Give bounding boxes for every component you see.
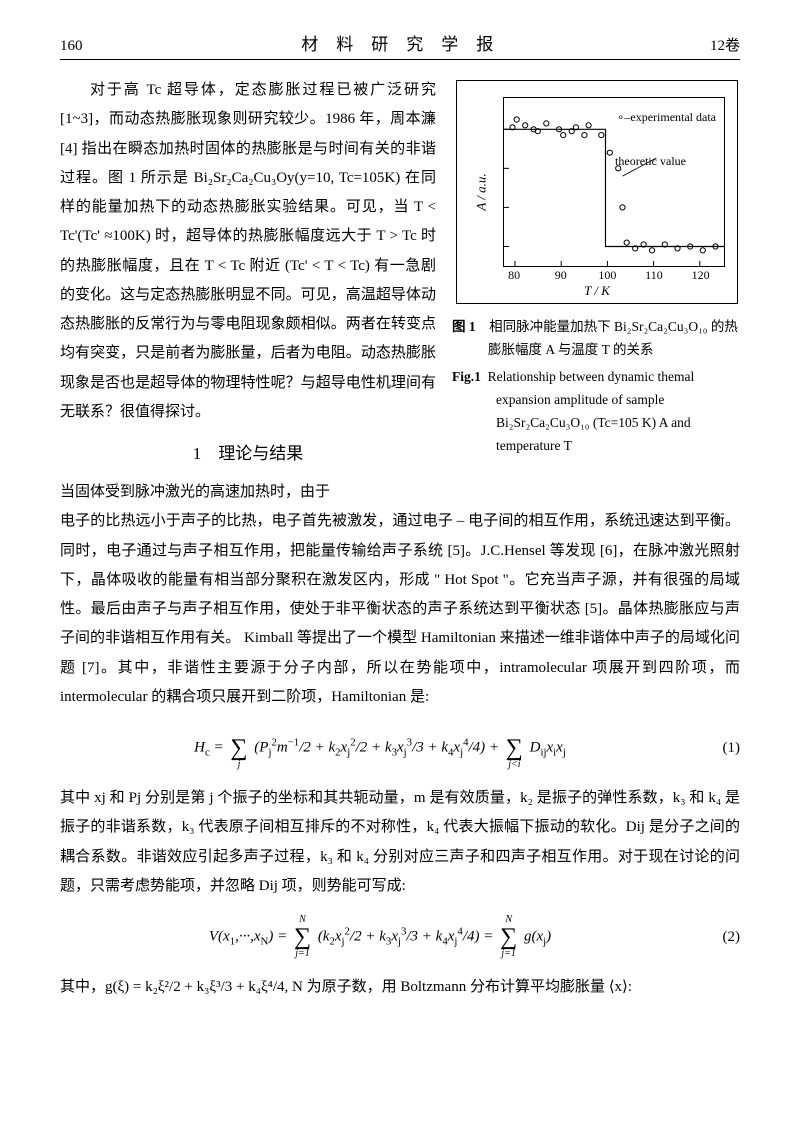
caption-english: Fig.1 Relationship between dynamic thema… [452, 366, 738, 458]
equation-1: Hc = ∑j (Pj2m−1/2 + k2xj2/2 + k3xj3/3 + … [60, 726, 740, 770]
equation-1-number: (1) [700, 740, 740, 757]
equation-2: V(x1,···,xN) = N∑j=1 (k2xj2/2 + k3xj3/3 … [60, 915, 740, 959]
page-number: 160 [60, 38, 83, 55]
paragraph-3: 其中 xj 和 Pj 分别是第 j 个振子的坐标和其共轭动量，m 是有效质量，k… [60, 784, 740, 901]
x-tick-label: 100 [598, 268, 616, 283]
paragraph-2-body: 电子的比热远小于声子的比热，电子首先被激发，通过电子 – 电子间的相互作用，系统… [60, 507, 740, 712]
paragraph-2-lead: 当固体受到脉冲激光的高速加热时，由于 [60, 484, 330, 500]
y-axis-label: A / a.u. [474, 173, 490, 210]
volume-number: 12卷 [710, 34, 740, 55]
figure-caption: 图 1 相同脉冲能量加热下 Bi₂Sr₂Ca₂Cu₃O₁₀ 的热膨胀幅度 A 与… [450, 316, 740, 458]
legend-experimental: ∘–experimental data [617, 110, 716, 125]
caption-en-label: Fig.1 [452, 369, 481, 384]
legend-theoretic: theoretic value [615, 154, 686, 169]
caption-chinese: 图 1 相同脉冲能量加热下 Bi₂Sr₂Ca₂Cu₃O₁₀ 的热膨胀幅度 A 与… [452, 316, 738, 362]
left-text-column: 对于高 Tc 超导体，定态膨胀过程已被广泛研究 [1~3]，而动态热膨胀现象则研… [60, 76, 436, 507]
x-tick-label: 80 [508, 268, 520, 283]
figure-1: A / a.u. T / K ∘–experimental data theor… [456, 80, 738, 304]
section-heading: 1 理论与结果 [60, 437, 436, 470]
x-axis-label: T / K [584, 283, 610, 299]
x-tick-label: 120 [692, 268, 710, 283]
two-column-section: 对于高 Tc 超导体，定态膨胀过程已被广泛研究 [1~3]，而动态热膨胀现象则研… [60, 76, 740, 507]
equation-2-body: V(x1,···,xN) = N∑j=1 (k2xj2/2 + k3xj3/3 … [60, 915, 700, 959]
plot-area: ∘–experimental data theoretic value [503, 97, 725, 267]
right-figure-column: A / a.u. T / K ∘–experimental data theor… [450, 76, 740, 507]
page-header: 160 材料研究学报 12卷 [60, 30, 740, 60]
page: 160 材料研究学报 12卷 对于高 Tc 超导体，定态膨胀过程已被广泛研究 [… [0, 0, 800, 1133]
caption-cn-text: 相同脉冲能量加热下 Bi₂Sr₂Ca₂Cu₃O₁₀ 的热膨胀幅度 A 与温度 T… [488, 319, 738, 357]
equation-1-body: Hc = ∑j (Pj2m−1/2 + k2xj2/2 + k3xj3/3 + … [60, 726, 700, 770]
caption-cn-label: 图 1 [452, 319, 476, 334]
paragraph-4: 其中，g(ξ) = k₂ξ²/2 + k₃ξ³/3 + k₄ξ⁴/4, N 为原… [60, 973, 740, 1002]
paragraph-1: 对于高 Tc 超导体，定态膨胀过程已被广泛研究 [1~3]，而动态热膨胀现象则研… [60, 82, 436, 420]
equation-2-number: (2) [700, 929, 740, 946]
x-tick-label: 110 [645, 268, 663, 283]
caption-en-text: Relationship between dynamic themal expa… [488, 369, 695, 453]
journal-title: 材料研究学报 [281, 30, 511, 55]
x-tick-label: 90 [555, 268, 567, 283]
